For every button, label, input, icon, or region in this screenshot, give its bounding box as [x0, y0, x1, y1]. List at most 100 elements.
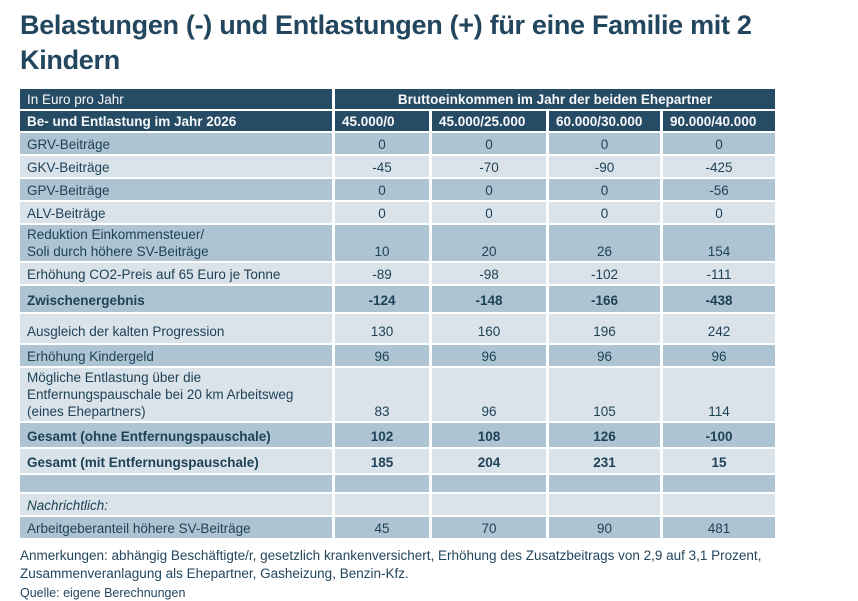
table-row: Arbeitgeberanteil höhere SV-Beiträge 45 70… [20, 517, 775, 538]
table-row: GRV-Beiträge 0 0 0 0 [20, 133, 775, 154]
cell-value: 0 [335, 133, 429, 154]
cell-value: -45 [335, 156, 429, 177]
table-row: Mögliche Entlastung über die Entfernungs… [20, 368, 775, 421]
cell-value: 130 [335, 314, 429, 343]
cell-value: -70 [432, 156, 546, 177]
cell-value: 83 [335, 368, 429, 421]
cell-value [432, 494, 546, 515]
row-label: Ausgleich der kalten Progression [20, 314, 332, 343]
table-row: Gesamt (ohne Entfernungspauschale) 102 108… [20, 423, 775, 447]
row-label: GKV-Beiträge [20, 156, 332, 177]
cell-value: -56 [663, 179, 775, 200]
cell-value: 15 [663, 449, 775, 473]
cell-value: 102 [335, 423, 429, 447]
cell-value: 96 [549, 345, 660, 366]
cell-value: 0 [432, 133, 546, 154]
cell-value: 108 [432, 423, 546, 447]
cell-value: 185 [335, 449, 429, 473]
cell-value: 26 [549, 225, 660, 261]
cell-value: -90 [549, 156, 660, 177]
row-label: Erhöhung Kindergeld [20, 345, 332, 366]
cell-value: 0 [335, 179, 429, 200]
cell-value: -166 [549, 286, 660, 312]
cell-value: 20 [432, 225, 546, 261]
column-header: 45.000/25.000 [432, 111, 546, 131]
cell-value: 481 [663, 517, 775, 538]
row-header-label: Be- und Entlastung im Jahr 2026 [20, 111, 332, 131]
cell-value: 126 [549, 423, 660, 447]
row-label: Zwischenergebnis [20, 286, 332, 312]
cell-value: 96 [335, 345, 429, 366]
cell-value: 0 [549, 133, 660, 154]
table-row [20, 475, 775, 492]
column-header: 90.000/40.000 [663, 111, 775, 131]
table-row: Gesamt (mit Entfernungspauschale) 185 204 2… [20, 449, 775, 473]
column-group-header: Bruttoeinkommen im Jahr der beiden Ehepa… [335, 89, 775, 109]
cell-value [335, 475, 429, 492]
table-row: Zwischenergebnis -124 -148 -166 -438 [20, 286, 775, 312]
table-row: GKV-Beiträge -45 -70 -90 -425 [20, 156, 775, 177]
cell-value: 45 [335, 517, 429, 538]
cell-value: 0 [432, 179, 546, 200]
cell-value: 242 [663, 314, 775, 343]
cell-value: 0 [335, 202, 429, 223]
cell-value: 96 [432, 368, 546, 421]
cell-value: -124 [335, 286, 429, 312]
cell-value [663, 475, 775, 492]
table-body: In Euro pro Jahr Bruttoeinkommen im Jahr… [20, 89, 775, 538]
row-label: ALV-Beiträge [20, 202, 332, 223]
table-row: Ausgleich der kalten Progression 130 160 19… [20, 314, 775, 343]
cell-value: 96 [663, 345, 775, 366]
cell-value: 70 [432, 517, 546, 538]
row-label: GRV-Beiträge [20, 133, 332, 154]
row-label: Gesamt (mit Entfernungspauschale) [20, 449, 332, 473]
row-label: Erhöhung CO2-Preis auf 65 Euro je Tonne [20, 263, 332, 284]
cell-value [663, 494, 775, 515]
unit-label: In Euro pro Jahr [20, 89, 332, 109]
cell-value: -148 [432, 286, 546, 312]
row-label: Mögliche Entlastung über die Entfernungs… [20, 368, 332, 421]
table-row: Erhöhung CO2-Preis auf 65 Euro je Tonne -… [20, 263, 775, 284]
row-label [20, 475, 332, 492]
source-text: Quelle: eigene Berechnungen [20, 586, 186, 600]
cell-value: -89 [335, 263, 429, 284]
row-label: Nachrichtlich: [20, 494, 332, 515]
cell-value: 196 [549, 314, 660, 343]
cell-value: 0 [549, 179, 660, 200]
cell-value: 96 [432, 345, 546, 366]
column-header: 45.000/0 [335, 111, 429, 131]
row-label: Arbeitgeberanteil höhere SV-Beiträge [20, 517, 332, 538]
row-label: Gesamt (ohne Entfernungspauschale) [20, 423, 332, 447]
cell-value: 204 [432, 449, 546, 473]
cell-value [432, 475, 546, 492]
row-label: GPV-Beiträge [20, 179, 332, 200]
cell-value: -102 [549, 263, 660, 284]
cell-value: 231 [549, 449, 660, 473]
column-header: 60.000/30.000 [549, 111, 660, 131]
cell-value [335, 494, 429, 515]
cell-value: -98 [432, 263, 546, 284]
cell-value: 0 [663, 133, 775, 154]
cell-value: -111 [663, 263, 775, 284]
data-table: In Euro pro Jahr Bruttoeinkommen im Jahr… [17, 87, 778, 540]
cell-value: 0 [663, 202, 775, 223]
table-header-columns-row: Be- und Entlastung im Jahr 2026 45.000/0… [20, 111, 775, 131]
cell-value: 154 [663, 225, 775, 261]
cell-value: 160 [432, 314, 546, 343]
table-row: ALV-Beiträge 0 0 0 0 [20, 202, 775, 223]
cell-value: 0 [432, 202, 546, 223]
table-row: Reduktion Einkommensteuer/ Soli durch hö… [20, 225, 775, 261]
table-header-unit-row: In Euro pro Jahr Bruttoeinkommen im Jahr… [20, 89, 775, 109]
cell-value: -425 [663, 156, 775, 177]
cell-value [549, 494, 660, 515]
table-row: Nachrichtlich: [20, 494, 775, 515]
annotations-text: Anmerkungen: abhängig Beschäftigte/r, ge… [20, 548, 762, 581]
table-row: Erhöhung Kindergeld 96 96 96 96 [20, 345, 775, 366]
table-row: GPV-Beiträge 0 0 0 -56 [20, 179, 775, 200]
page-title: Belastungen (-) und Entlastungen (+) für… [20, 10, 752, 75]
cell-value: 0 [549, 202, 660, 223]
row-label: Reduktion Einkommensteuer/ Soli durch hö… [20, 225, 332, 261]
cell-value: -438 [663, 286, 775, 312]
cell-value: 90 [549, 517, 660, 538]
